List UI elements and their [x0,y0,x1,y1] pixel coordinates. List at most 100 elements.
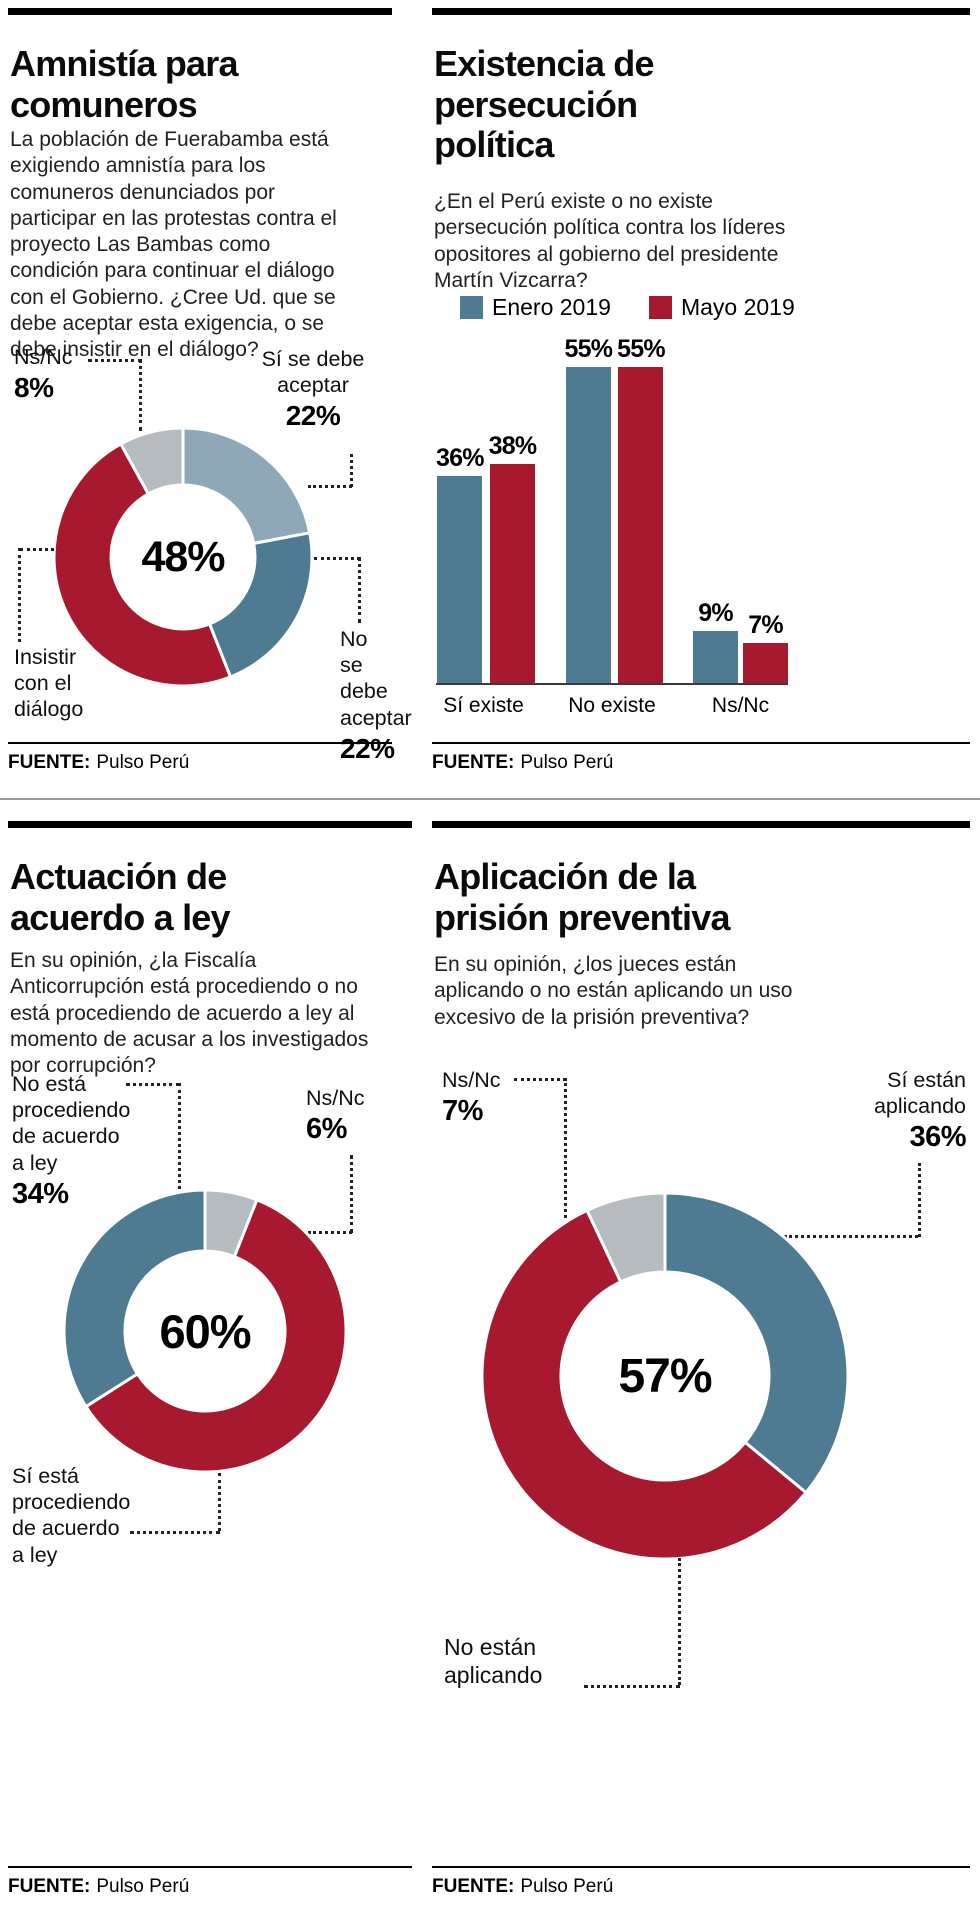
callout-label: Sí está procediendo de acuerdo a ley [12,1464,131,1567]
callout-value: 6% [306,1113,347,1146]
bar-chart-persecucion: 36% 38% 55% 55% 9% 7% Sí existe No existe Ns/Nc [436,335,788,718]
bar-enero-2019 [437,476,483,683]
callout-nsnc: Ns/Nc 8% [14,344,73,404]
source: FUENTE: Pulso Perú [432,1866,970,1898]
bars-area: 36% 38% 55% 55% 9% 7% [436,335,788,685]
source-value: Pulso Perú [520,1876,614,1897]
donut-slice-ns-nc [118,426,185,496]
legend-item: Mayo 2019 [648,294,795,321]
source-value: Pulso Perú [96,752,190,773]
donut-center-value: 60% [159,1304,251,1358]
bar-value-label: 38% [488,432,537,460]
row-divider [0,798,980,800]
callout-value: 7% [442,1095,483,1128]
callout-no-procede: No está procediendo de acuerdo a ley 34% [12,1071,130,1211]
leader-line [358,557,361,623]
panel-top-bar [432,821,970,828]
donut-slice-ns-nc [585,1191,667,1284]
bar-group: 55% 55% [565,335,666,683]
bar-category-label: No existe [568,694,656,717]
bar-value-label: 9% [698,599,733,627]
leader-line [126,1083,180,1086]
leader-line [130,1531,220,1534]
leader-line [350,1155,353,1233]
bar-group: 36% 38% [436,432,537,683]
panel-top-bar [432,8,970,15]
panel-intro: La población de Fuerabamba está exigiend… [10,128,337,361]
callout-value: 34% [12,1177,69,1210]
panel-amnistia: Amnistía para comuneros La población de … [8,8,412,780]
bar-value-label: 55% [617,335,665,363]
panel-title: Amnistía para comuneros [10,43,238,125]
bar-value-label: 36% [436,444,484,472]
donut-chart-amnistia [49,423,317,691]
panel-title: Actuación de acuerdo a ley [10,856,231,938]
bar-column: 55% [617,335,666,683]
callout-label: Sí se debe aceptar [261,347,365,398]
panel-prision: Aplicación de la prisión preventiva En s… [432,821,970,1904]
panel-persecucion: Existencia de persecución política ¿En e… [432,8,970,780]
source-label: FUENTE: [432,752,515,773]
panel-title: Existencia de persecución política [434,43,655,166]
callout-si-aplican: Sí están aplicando 36% [868,1067,967,1154]
leader-line [350,454,353,487]
callout-label: Ns/Nc [442,1068,501,1092]
source-value: Pulso Perú [520,752,614,773]
donut-slice-s-est-procediendo-de-acuerdo-a-ley [83,1197,348,1474]
source: FUENTE: Pulso Perú [432,742,970,774]
legend-label: Mayo 2019 [680,294,795,320]
bar-group: 9% 7% [693,599,788,683]
callout-nsnc: Ns/Nc 6% [306,1085,365,1146]
callout-nsnc: Ns/Nc 7% [442,1067,501,1128]
callout-value: 36% [909,1121,966,1154]
legend-label: Enero 2019 [492,294,611,320]
callout-value: 22% [285,400,341,432]
leader-line [178,1083,181,1189]
callout-label: Ns/Nc [14,345,73,369]
chart-legend: Enero 2019 Mayo 2019 [460,294,795,321]
callout-label: No están aplicando [444,1634,543,1689]
donut-center-value: 48% [141,532,225,581]
bar-category-label: Sí existe [443,694,524,717]
leader-line [564,1078,567,1218]
bar-category-label: Ns/Nc [711,694,770,717]
leader-line [678,1558,681,1685]
panel-top-bar [8,8,392,15]
bar-value-label: 55% [564,335,613,363]
bar-mayo-2019 [489,464,535,683]
bar-column: 55% [565,335,613,683]
callout-label: Insistir con el diálogo [14,645,84,722]
leader-line [784,1235,918,1238]
legend-swatch [648,296,672,319]
callout-value: 22% [340,732,395,764]
callout-label: No se debe aceptar [340,627,412,730]
legend-item: Enero 2019 [460,294,611,321]
leader-line [20,548,54,551]
callout-label: Sí están aplicando [873,1068,966,1119]
leader-line [139,359,142,431]
leader-line [308,1231,352,1234]
source-label: FUENTE: [432,1876,515,1897]
leader-line [918,1163,921,1237]
leader-line [314,557,360,560]
callout-no-acepta: No se debe aceptar 22% [340,626,412,765]
leader-line [584,1685,680,1688]
donut-center-value: 57% [618,1349,712,1403]
panel-top-bar [8,821,412,828]
donut-slice-insistir-con-el-di-logo [52,441,233,688]
leader-line [88,359,142,362]
panel-intro: En su opinión, ¿la Fiscalía Anticorrupci… [10,949,369,1077]
donut-chart-prision [477,1188,853,1564]
bar-value-label: 7% [748,611,783,639]
source: FUENTE: Pulso Perú [8,1866,412,1898]
category-axis: Sí existe No existe Ns/Nc [436,694,788,718]
source-value: Pulso Perú [96,1876,190,1897]
source-label: FUENTE: [8,752,91,773]
donut-chart-actuacion [59,1185,351,1477]
panel-intro: ¿En el Perú existe o no existe persecuci… [434,190,786,292]
bar-column: 38% [489,432,537,683]
donut-slice-no-est-procediendo-de-acuerdo-a-ley [62,1188,207,1409]
bar-column: 36% [436,444,484,683]
bar-mayo-2019 [743,643,788,683]
